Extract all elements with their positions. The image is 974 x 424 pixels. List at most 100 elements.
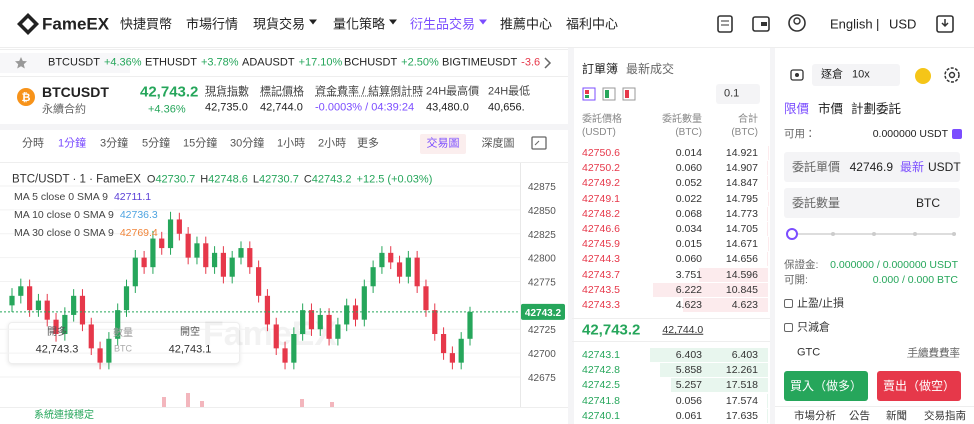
footer-link[interactable]: 交易指南 — [924, 409, 966, 422]
candle-body — [176, 219, 182, 234]
option[interactable]: 只減倉 — [797, 321, 830, 334]
candle-body — [123, 286, 130, 311]
depth-bar — [682, 298, 768, 312]
active-view-bg — [420, 134, 466, 154]
precision-select[interactable] — [716, 84, 760, 104]
candle-body — [115, 310, 121, 339]
view-tab[interactable]: 交易圖 — [426, 137, 460, 150]
book-tab[interactable]: 最新成交 — [626, 62, 675, 76]
book-view-icons[interactable] — [582, 87, 654, 101]
candle-body — [229, 257, 235, 277]
coupon-icon[interactable] — [914, 67, 932, 85]
ticker-symbol[interactable]: BTCUSDT — [48, 56, 100, 69]
order-type-tab[interactable]: 計劃委託 — [851, 101, 902, 116]
fee-rate[interactable]: 手續費費率 — [907, 346, 961, 359]
checkbox[interactable] — [784, 323, 793, 332]
qty-unit[interactable]: BTC — [916, 196, 940, 210]
chart-title: BTC/USDT · 1 · FameEX — [12, 173, 141, 186]
divider — [775, 406, 974, 407]
precision[interactable]: 0.1 — [724, 87, 740, 100]
timeframe[interactable]: 15分鐘 — [183, 137, 218, 150]
quick-buy-label[interactable]: 開多 — [47, 327, 67, 338]
wallet-icon[interactable] — [751, 14, 771, 34]
order-type-tab[interactable]: 市價 — [818, 101, 844, 116]
candle-body — [335, 324, 341, 339]
timeframe[interactable]: 5分鐘 — [142, 137, 171, 150]
book-header: (USDT) — [582, 127, 616, 138]
fullscreen-icon[interactable] — [531, 136, 547, 150]
buy-label[interactable]: 買入（做多） — [789, 379, 863, 393]
stat-label: 資金費率 / 結算倒計時 — [315, 85, 424, 98]
ticker-symbol[interactable]: ADAUSDT — [242, 56, 295, 69]
ticker-symbol[interactable]: BIGTIMEUSDT — [442, 56, 518, 69]
divider — [0, 76, 568, 77]
nav-item[interactable]: 快捷買幣 — [120, 16, 173, 32]
quick-sell-label[interactable]: 開空 — [180, 327, 200, 338]
sell-label[interactable]: 賣出（做空） — [882, 379, 956, 393]
depth-bar — [766, 206, 768, 221]
order-type-tab[interactable]: 限價 — [784, 101, 810, 116]
stat-label: 標記價格 — [260, 85, 304, 98]
book-header: (BTC) — [675, 127, 702, 138]
book-price: 42746.6 — [582, 222, 620, 235]
nav-item[interactable]: 福利中心 — [566, 16, 619, 32]
ticker-symbol[interactable]: ETHUSDT — [145, 56, 197, 69]
footer-link[interactable]: 公告 — [849, 409, 870, 422]
timeframe[interactable]: 更多 — [357, 137, 379, 150]
depth-bar — [671, 378, 768, 393]
nav-item[interactable]: 衍生品交易 — [410, 18, 488, 31]
timeframe[interactable]: 30分鐘 — [230, 137, 265, 150]
download-icon[interactable] — [935, 14, 955, 34]
view-tab[interactable]: 深度圖 — [481, 137, 515, 150]
candle-body — [352, 305, 359, 320]
book-tab[interactable]: 訂單簿 — [582, 62, 619, 76]
footer-link[interactable]: 市場分析 — [794, 409, 836, 422]
price-latest[interactable]: 最新 — [900, 160, 925, 174]
currency[interactable]: USD — [889, 16, 917, 32]
ticker-symbol[interactable]: BCHUSDT — [344, 56, 398, 69]
candle-body — [361, 286, 367, 320]
option[interactable]: 止盈/止損 — [797, 297, 845, 310]
candlestick-chart: FameEX 42875 42850 42825 42800 42775 42725 4270… — [0, 182, 565, 407]
user-icon[interactable] — [787, 13, 807, 33]
calculator-icon[interactable] — [789, 67, 805, 83]
volume-bar-fragment — [162, 397, 166, 407]
sell-button[interactable] — [877, 371, 961, 401]
qty-slider[interactable] — [784, 226, 960, 242]
book-total: 14.847 — [725, 177, 758, 190]
orders-icon[interactable] — [716, 14, 734, 34]
timeframe[interactable]: 1分鐘 — [58, 137, 87, 150]
nav-item[interactable]: 市場行情 — [186, 16, 239, 32]
time-in-force[interactable]: GTC — [797, 346, 821, 359]
timeframe[interactable]: 1小時 — [277, 137, 306, 150]
favorite-icon[interactable] — [14, 56, 28, 70]
timeframe[interactable]: 分時 — [22, 137, 44, 150]
nav-item[interactable]: 量化策略 — [333, 18, 398, 31]
buy-button[interactable] — [784, 371, 868, 401]
settings-icon[interactable] — [943, 66, 961, 84]
svg-text:₿: ₿ — [22, 92, 31, 104]
transfer-button[interactable] — [952, 129, 962, 139]
nav-item[interactable]: 推薦中心 — [500, 16, 553, 32]
candle-body — [203, 243, 209, 268]
footer-link[interactable]: 新聞 — [886, 409, 907, 422]
nav-item[interactable]: 現貨交易 — [253, 18, 318, 31]
price-input[interactable] — [784, 152, 960, 182]
book-total: 14.671 — [725, 237, 758, 250]
qty-input[interactable] — [784, 188, 960, 218]
leverage-box[interactable] — [812, 64, 900, 86]
separator: | — [876, 16, 880, 32]
instrument-symbol: BTCUSDT — [42, 84, 109, 100]
quick-sell-price: 42,743.1 — [168, 343, 212, 356]
timeframe[interactable]: 3分鐘 — [100, 137, 129, 150]
y-tick-label: 42775 — [528, 278, 556, 289]
candle-body — [432, 310, 438, 335]
candle-body — [282, 348, 288, 363]
checkbox[interactable] — [784, 299, 793, 308]
margin-mode[interactable]: 逐倉 — [821, 68, 843, 81]
leverage[interactable]: 10x — [852, 68, 870, 81]
timeframe[interactable]: 2小時 — [318, 137, 347, 150]
language[interactable]: English — [830, 16, 873, 32]
scroll-right[interactable] — [543, 57, 553, 69]
